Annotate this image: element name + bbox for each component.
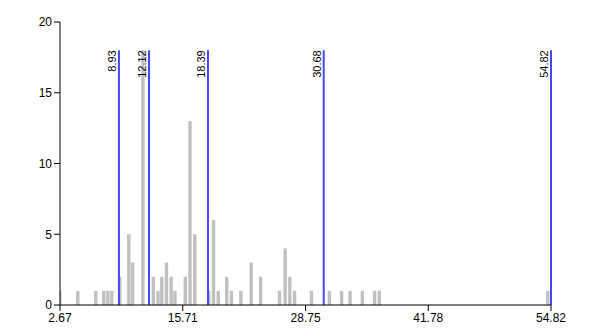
svg-text:8.93: 8.93 [106, 50, 118, 71]
svg-text:28.75: 28.75 [291, 311, 321, 325]
svg-text:10: 10 [39, 157, 53, 171]
svg-text:18.39: 18.39 [195, 50, 207, 78]
svg-text:15.71: 15.71 [168, 311, 198, 325]
svg-text:12.12: 12.12 [136, 50, 148, 78]
svg-text:2.67: 2.67 [48, 311, 72, 325]
svg-text:41.78: 41.78 [413, 311, 443, 325]
svg-text:0: 0 [45, 298, 52, 312]
svg-text:20: 20 [39, 15, 53, 29]
svg-text:30.68: 30.68 [311, 50, 323, 78]
svg-text:54.82: 54.82 [538, 50, 550, 78]
svg-text:54.82: 54.82 [536, 311, 566, 325]
svg-text:5: 5 [45, 228, 52, 242]
svg-text:15: 15 [39, 86, 53, 100]
